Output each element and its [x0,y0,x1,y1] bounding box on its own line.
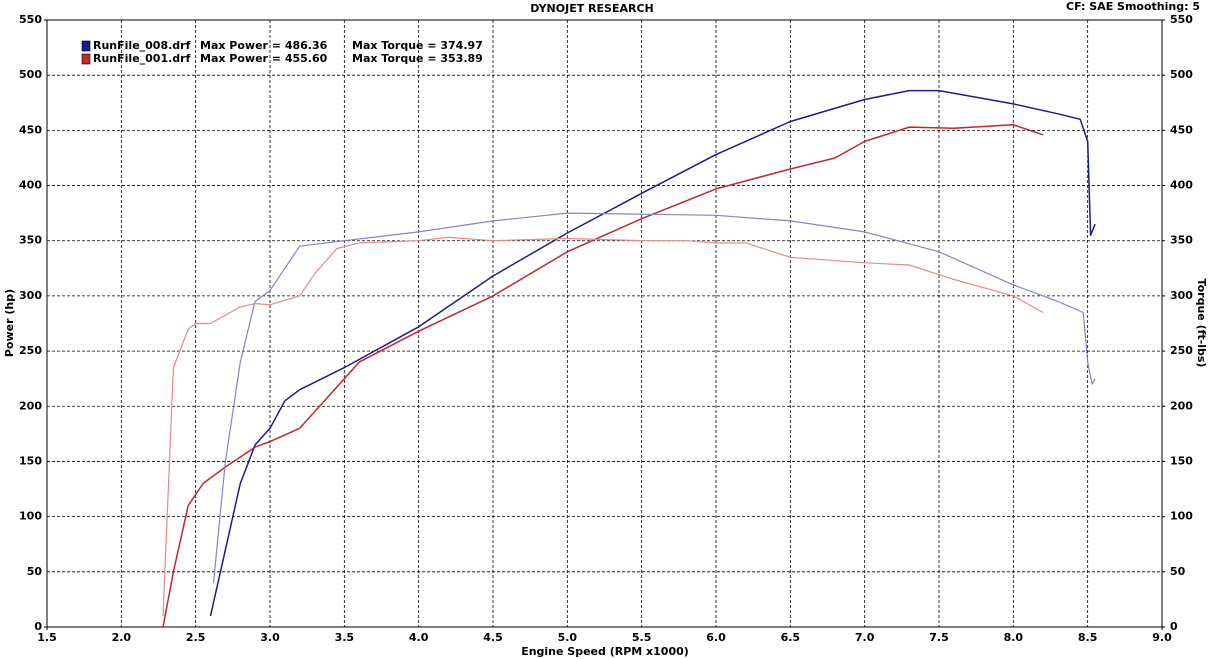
x-tick-label: 9.0 [1152,631,1172,644]
x-tick-label: 4.5 [483,631,503,644]
chart-title: DYNOJET RESEARCH [530,2,653,15]
series-line [162,236,1044,617]
y-tick-label: 500 [19,68,42,81]
x-tick-label: 4.0 [409,631,429,644]
legend-annotation: Max Torque = 374.97 [352,39,483,52]
plot-frame [46,19,1163,628]
x-tick-label: 8.5 [1078,631,1098,644]
y-tick-label: 100 [19,510,42,523]
x-tick-label: 6.0 [706,631,726,644]
y-tick-label: 550 [19,13,42,26]
y2-tick-label: 500 [1170,68,1193,81]
y2-tick-label: 200 [1170,399,1193,412]
y2-tick-label: 50 [1170,565,1186,578]
x-tick-label: 3.5 [335,631,355,644]
x-tick-label: 5.0 [558,631,578,644]
series-line [209,89,1096,617]
y2-tick-label: 100 [1170,510,1193,523]
y2-tick-label: 300 [1170,289,1193,302]
x-axis-title: Engine Speed (RPM x1000) [521,645,689,658]
x-tick-label: 5.5 [632,631,652,644]
x-tick-label: 2.5 [186,631,206,644]
x-tick-label: 2.0 [112,631,132,644]
y2-tick-label: 400 [1170,179,1193,192]
y2-tick-label: 150 [1170,454,1193,467]
legend-label: RunFile_001.drf [93,52,191,65]
series-line [212,212,1096,583]
x-tick-label: 7.0 [855,631,875,644]
legend-annotation: Max Power = 486.36 [200,39,328,52]
y2-tick-label: 450 [1170,123,1193,136]
x-tick-label: 6.5 [781,631,801,644]
legend-label: RunFile_008.drf [93,39,191,52]
y2-tick-label: 550 [1170,13,1193,26]
x-tick-label: 1.5 [37,631,57,644]
y-tick-label: 250 [19,344,42,357]
y2-axis-title: Torque (ft-lbs) [1195,279,1208,368]
x-tick-label: 7.5 [929,631,949,644]
x-tick-label: 8.0 [1004,631,1024,644]
y-tick-label: 200 [19,399,42,412]
series-line [162,124,1044,628]
y-tick-label: 50 [27,565,43,578]
y2-tick-label: 350 [1170,234,1193,247]
y2-tick-label: 250 [1170,344,1193,357]
legend-annotation: Max Power = 455.60 [200,52,328,65]
y-tick-label: 350 [19,234,42,247]
x-tick-label: 3.0 [260,631,280,644]
y-tick-label: 300 [19,289,42,302]
chart-subtitle: CF: SAE Smoothing: 5 [1066,0,1200,13]
y-tick-label: 0 [34,620,42,633]
y-axis-title: Power (hp) [3,289,16,357]
y-tick-label: 150 [19,454,42,467]
legend-swatch [81,53,91,65]
y-tick-label: 450 [19,123,42,136]
legend-swatch [81,40,91,52]
legend-annotation: Max Torque = 353.89 [352,52,483,65]
y2-tick-label: 0 [1170,620,1178,633]
y-tick-label: 400 [19,179,42,192]
